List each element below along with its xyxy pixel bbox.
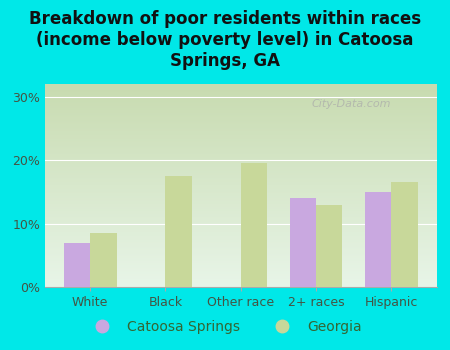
Bar (90, 233, 117, 287)
Bar (166, 176, 192, 287)
Text: City-Data.com: City-Data.com (311, 99, 391, 109)
Legend: Catoosa Springs, Georgia: Catoosa Springs, Georgia (83, 314, 367, 340)
Bar (64, 243, 90, 287)
Bar (316, 204, 342, 287)
Bar (290, 198, 316, 287)
Bar (365, 192, 392, 287)
Bar (241, 163, 267, 287)
Text: Breakdown of poor residents within races
(income below poverty level) in Catoosa: Breakdown of poor residents within races… (29, 10, 421, 70)
Bar (392, 182, 418, 287)
